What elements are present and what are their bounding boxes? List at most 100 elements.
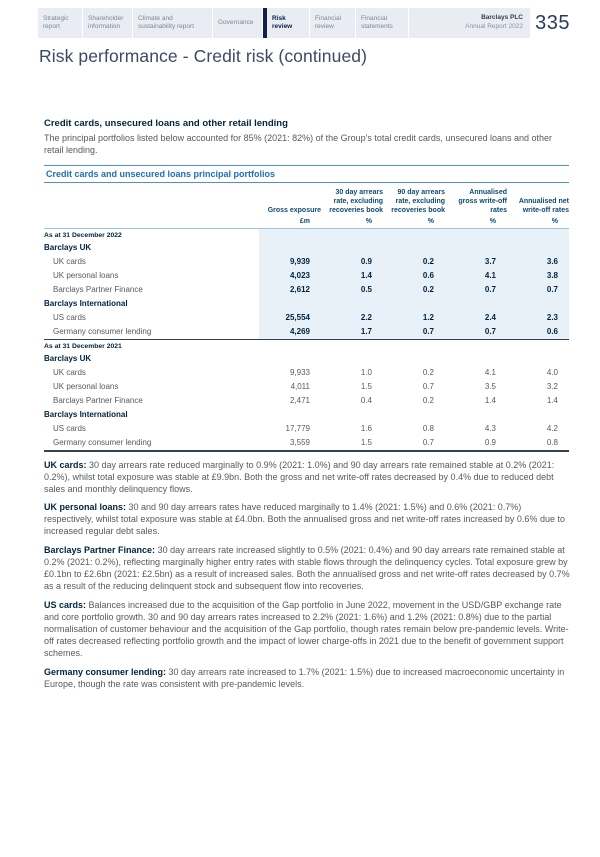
table-row: Barclays UK [44,352,569,366]
tab-strategic-report[interactable]: Strategic report [38,8,83,38]
cell-value: 0.7 [507,282,569,297]
cell-value: 4,011 [290,382,310,392]
cell-value: 0.7 [445,282,507,297]
tab-climate-sustainability-report[interactable]: Climate and sustainability report [133,8,213,38]
paragraph-text: 30 day arrears rate increased to 1.7% (2… [44,667,565,690]
column-header: Annualised net write-off rates [518,198,569,215]
cell-value: 3.2 [546,382,558,392]
table-row: Barclays International [44,296,569,311]
page-number: 335 [535,11,570,34]
cell-value: 3.7 [445,254,507,269]
table-row: Barclays Partner Finance 2,612 0.5 0.2 0… [44,282,569,297]
portfolio-data-table: Gross exposure 30 day arrears rate, excl… [44,183,569,452]
tab-label: Shareholder information [88,14,124,30]
cell-value: 1.2 [383,310,445,325]
cell-value: 4,269 [259,324,321,340]
cell-value: 0.8 [422,424,434,434]
column-header: Annualised gross write-off rates [458,189,507,215]
units-row: £m % % % % [44,216,569,229]
cell-value: 0.5 [321,282,383,297]
page-title: Risk performance - Credit risk (continue… [39,46,368,66]
cell-value: 0.9 [445,435,507,452]
commentary-paragraph: UK personal loans: 30 and 90 day arrears… [44,502,570,538]
unit-label: £m [259,216,321,229]
cell-value: 0.2 [422,368,434,378]
cell-value: 1.7 [321,324,383,340]
cell-value: 2.3 [507,310,569,325]
commentary-paragraph: Germany consumer lending: 30 day arrears… [44,667,570,691]
paragraph-text: 30 and 90 day arrears rates have reduced… [44,502,565,537]
unit-label: % [445,216,507,229]
table-row: US cards 17,779 1.6 0.8 4.3 4.2 [44,422,569,436]
cell-value: 4.0 [546,368,558,378]
report-brand: Barclays PLC Annual Report 2022 [409,8,530,38]
period-row: As at 31 December 2021 [44,338,569,352]
tab-financial-review[interactable]: Financial review [310,8,356,38]
paragraph-lead: UK cards: [44,459,87,470]
tab-shareholder-information[interactable]: Shareholder information [83,8,133,38]
column-header: Gross exposure [267,207,321,215]
cell-value: 1.0 [360,368,372,378]
table-row: UK cards 9,939 0.9 0.2 3.7 3.6 [44,254,569,269]
unit-label: % [383,216,445,229]
paragraph-lead: Germany consumer lending: [44,667,167,678]
row-label: UK cards [53,257,86,267]
cell-value: 4,023 [259,268,321,283]
cell-value: 3.8 [507,268,569,283]
cell-value: 2,612 [259,282,321,297]
period-label: As at 31 December 2021 [44,338,259,352]
cell-value: 17,779 [285,424,310,434]
table-row: Germany consumer lending 4,269 1.7 0.7 0… [44,324,569,340]
row-label: Barclays Partner Finance [53,396,143,406]
table-row: Barclays Partner Finance 2,471 0.4 0.2 1… [44,394,569,408]
section-intro: The principal portfolios listed below ac… [44,133,553,156]
table-header-row: Gross exposure 30 day arrears rate, excl… [44,183,569,216]
tab-governance[interactable]: Governance [213,8,263,38]
table-row: UK cards 9,933 1.0 0.2 4.1 4.0 [44,366,569,380]
group-label: Barclays UK [44,354,92,364]
cell-value: 0.2 [422,396,434,406]
cell-value: 4.1 [484,368,496,378]
cell-value: 3.5 [484,382,496,392]
table-row: UK personal loans 4,011 1.5 0.7 3.5 3.2 [44,380,569,394]
tab-label: Climate and sustainability report [138,14,194,30]
column-header-empty [44,183,259,216]
table-row: Barclays UK [44,240,569,255]
row-label: UK personal loans [53,271,119,281]
paragraph-text: Balances increased due to the acquisitio… [44,600,569,659]
cell-value: 2.4 [445,310,507,325]
cell-value: 0.6 [383,268,445,283]
cell-value: 0.7 [383,324,445,340]
column-header: 30 day arrears rate, excluding recoverie… [329,189,383,215]
cell-value: 9,939 [259,254,321,269]
section-heading: Credit cards, unsecured loans and other … [44,118,288,129]
cell-value: 3.6 [507,254,569,269]
tab-label: Risk review [272,14,293,30]
row-label: Germany consumer lending [44,435,259,452]
tab-financial-statements[interactable]: Financial statements [356,8,409,38]
cell-value: 0.7 [383,435,445,452]
cell-value: 0.7 [445,324,507,340]
cell-value: 1.4 [546,396,558,406]
row-label: UK personal loans [53,382,119,392]
tab-label: Financial statements [361,14,393,30]
cell-value: 4.1 [445,268,507,283]
nav-band: Strategic report Shareholder information… [38,8,530,38]
cell-value: 1.6 [360,424,372,434]
unit-label: % [321,216,383,229]
cell-value: 3,559 [259,435,321,452]
row-label: UK cards [53,368,86,378]
cell-value: 1.4 [484,396,496,406]
cell-value: 1.4 [321,268,383,283]
column-header: 90 day arrears rate, excluding recoverie… [391,189,445,215]
paragraph-text: 30 day arrears rate reduced marginally t… [44,459,555,494]
paragraph-lead: Barclays Partner Finance: [44,545,156,556]
cell-value: 2,471 [289,396,310,406]
cell-value: 0.7 [422,382,434,392]
tab-risk-review[interactable]: Risk review [263,8,310,38]
table-row: US cards 25,554 2.2 1.2 2.4 2.3 [44,310,569,325]
cell-value: 1.5 [360,382,372,392]
brand-name: Barclays PLC [481,14,523,22]
commentary-section: UK cards: 30 day arrears rate reduced ma… [44,460,570,691]
cell-value: 4.3 [484,424,496,434]
